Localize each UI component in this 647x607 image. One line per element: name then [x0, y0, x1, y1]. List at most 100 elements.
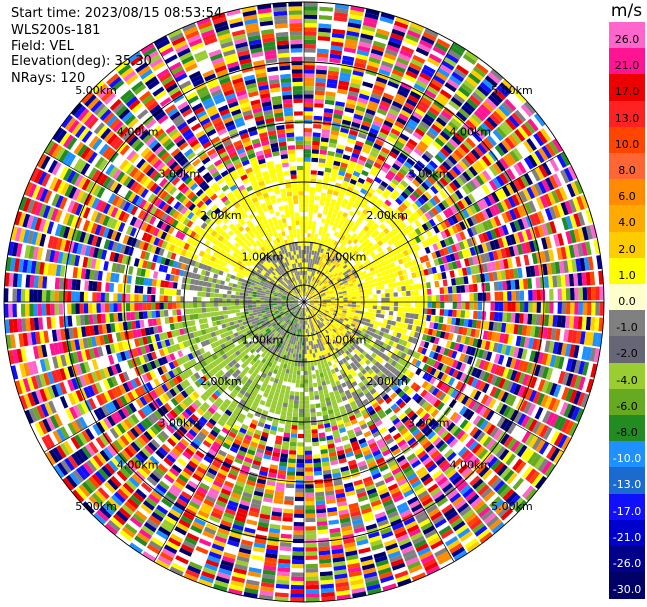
velocity-gate — [365, 222, 373, 229]
velocity-gate — [557, 302, 562, 314]
velocity-gate — [541, 179, 551, 193]
velocity-gate — [350, 206, 357, 213]
velocity-gate — [364, 302, 369, 305]
velocity-gate — [523, 173, 534, 186]
velocity-gate — [323, 259, 328, 264]
velocity-gate — [286, 364, 291, 370]
velocity-gate — [353, 284, 359, 289]
velocity-gate — [371, 286, 377, 291]
velocity-gate — [308, 294, 312, 298]
velocity-gate — [344, 208, 350, 214]
velocity-gate — [595, 286, 600, 301]
velocity-gate — [569, 229, 577, 244]
velocity-gate — [416, 104, 428, 113]
velocity-gate — [433, 120, 445, 130]
velocity-gate — [403, 199, 411, 208]
velocity-gate — [424, 179, 433, 188]
velocity-gate — [367, 173, 376, 180]
velocity-gate — [418, 184, 427, 194]
velocity-gate — [317, 275, 321, 280]
velocity-gate — [458, 86, 471, 98]
velocity-gate — [439, 211, 447, 221]
velocity-gate — [306, 287, 308, 293]
velocity-gate — [439, 189, 448, 199]
velocity-gate — [316, 285, 320, 289]
velocity-gate — [364, 295, 369, 299]
velocity-gate — [341, 240, 347, 246]
velocity-gate — [529, 135, 541, 149]
velocity-gate — [452, 179, 461, 189]
velocity-gate — [432, 195, 441, 204]
velocity-gate — [402, 249, 409, 257]
velocity-gate — [380, 12, 395, 21]
velocity-gate — [439, 89, 452, 100]
velocity-gate — [397, 89, 409, 98]
velocity-gate — [426, 163, 436, 173]
velocity-gate — [464, 195, 473, 206]
velocity-gate — [397, 291, 403, 297]
velocity-gate — [347, 304, 352, 307]
velocity-gate — [294, 501, 304, 506]
velocity-gate — [311, 429, 318, 434]
velocity-gate — [557, 288, 562, 301]
velocity-gate — [404, 279, 410, 286]
velocity-gate — [384, 269, 390, 275]
velocity-gate — [312, 220, 317, 226]
velocity-gate — [358, 250, 364, 256]
velocity-gate — [490, 68, 504, 81]
velocity-gate — [316, 69, 327, 75]
velocity-gate — [297, 433, 304, 439]
velocity-gate — [402, 302, 407, 307]
velocity-gate — [493, 227, 501, 238]
velocity-gate — [312, 132, 321, 138]
velocity-gate — [544, 289, 550, 301]
velocity-gate — [332, 28, 346, 35]
velocity-gate — [307, 337, 311, 342]
velocity-gate — [338, 219, 345, 226]
velocity-gate — [344, 107, 355, 114]
velocity-gate — [502, 170, 513, 183]
velocity-gate — [516, 243, 524, 255]
velocity-gate — [340, 262, 346, 267]
velocity-gate — [474, 128, 486, 140]
velocity-gate — [498, 104, 511, 117]
velocity-gate — [570, 287, 575, 301]
velocity-gate — [348, 18, 362, 25]
velocity-gate — [329, 292, 335, 295]
velocity-gate — [309, 387, 314, 392]
velocity-gate — [349, 273, 355, 278]
velocity-gate — [328, 287, 333, 291]
velocity-gate — [346, 233, 352, 240]
velocity-gate — [346, 268, 352, 274]
velocity-gate — [292, 542, 304, 548]
velocity-gate — [410, 296, 415, 302]
velocity-gate — [296, 459, 304, 464]
velocity-gate — [307, 224, 312, 230]
velocity-gate — [445, 103, 458, 114]
velocity-gate — [326, 271, 331, 276]
velocity-gate — [305, 593, 320, 598]
velocity-gate — [498, 291, 504, 301]
velocity-gate — [480, 253, 487, 263]
velocity-gate — [363, 225, 370, 232]
velocity-gate — [371, 205, 379, 212]
velocity-gate — [370, 123, 381, 132]
velocity-gate — [371, 44, 385, 53]
velocity-gate — [305, 492, 315, 497]
velocity-gate — [332, 235, 337, 241]
velocity-gate — [368, 56, 381, 65]
velocity-gate — [287, 462, 296, 468]
velocity-gate — [318, 204, 324, 210]
velocity-gate — [471, 113, 483, 125]
velocity-gate — [314, 107, 324, 113]
velocity-gate — [501, 224, 509, 236]
velocity-gate — [368, 257, 375, 263]
velocity-gate — [351, 293, 356, 297]
velocity-gate — [484, 75, 498, 88]
velocity-gate — [283, 376, 288, 382]
velocity-gate — [316, 516, 327, 522]
velocity-gate — [480, 140, 491, 152]
velocity-gate — [492, 203, 501, 215]
velocity-gate — [314, 98, 324, 104]
velocity-gate — [367, 228, 374, 235]
